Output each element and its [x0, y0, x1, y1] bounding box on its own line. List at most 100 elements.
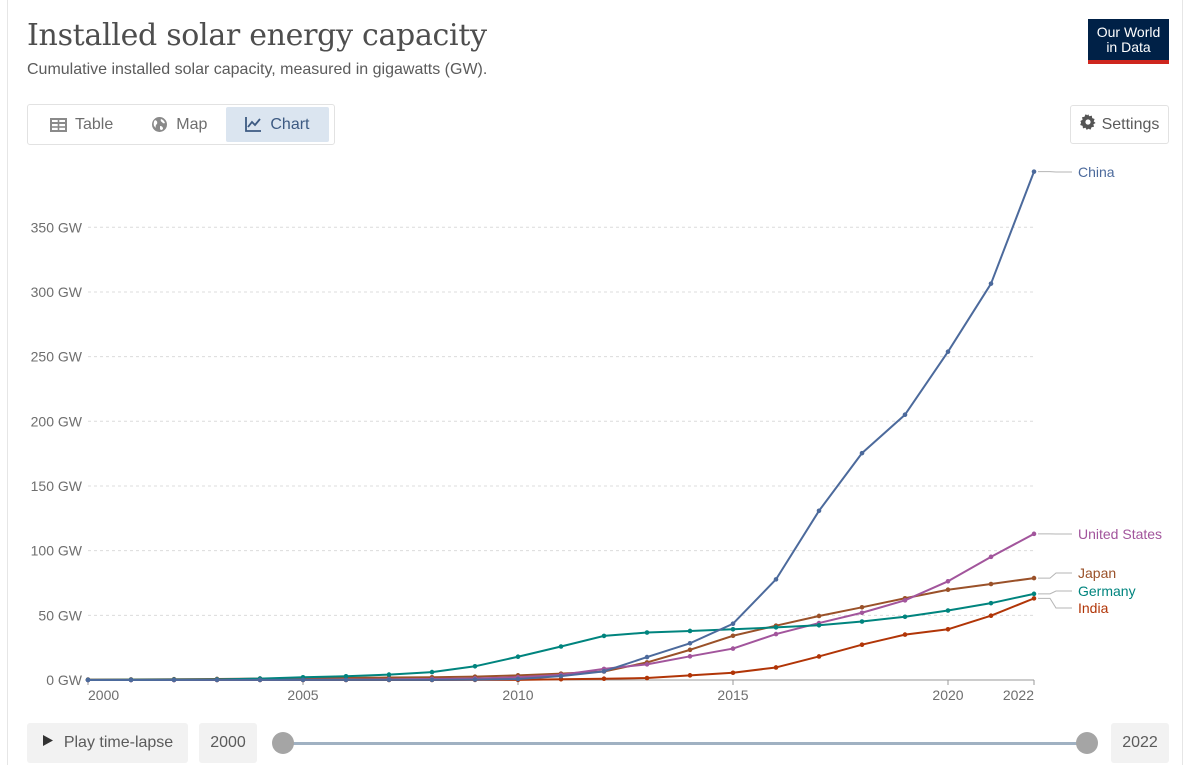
data-point-united-states — [988, 554, 994, 560]
y-tick-label: 50 GW — [38, 607, 82, 623]
x-tick-label: 2022 — [1003, 687, 1034, 703]
data-point-united-states — [773, 631, 779, 637]
label-connector-japan — [1038, 572, 1072, 579]
line-chart-icon — [245, 117, 262, 132]
timeline-start-handle[interactable] — [272, 732, 294, 754]
data-point-china — [859, 450, 865, 456]
play-timelapse-label: Play time-lapse — [63, 734, 174, 751]
y-tick-label: 0 GW — [46, 672, 83, 688]
series-line-japan — [87, 577, 1035, 681]
data-point-germany — [1031, 591, 1037, 597]
data-point-united-states — [687, 654, 693, 659]
data-point-united-states — [644, 662, 650, 667]
data-point-china — [601, 669, 607, 674]
data-point-china — [429, 677, 435, 683]
tab-chart-label: Chart — [270, 115, 310, 133]
data-point-china — [816, 508, 822, 514]
settings-label: Settings — [1101, 115, 1160, 133]
data-point-china — [300, 677, 306, 683]
series-line-india — [88, 597, 1035, 681]
data-point-japan — [730, 633, 736, 639]
data-point-united-states — [1031, 531, 1037, 537]
start-year-button[interactable]: 2000 — [199, 723, 257, 763]
data-point-china — [85, 677, 91, 683]
play-icon — [42, 734, 54, 752]
data-point-japan — [816, 613, 822, 619]
y-tick-label: 300 GW — [31, 284, 83, 300]
data-point-india — [859, 642, 865, 647]
data-point-germany — [730, 626, 736, 632]
tab-table[interactable]: Table — [31, 107, 132, 142]
series-label-china: China — [1078, 164, 1115, 180]
data-point-germany — [601, 633, 607, 639]
label-connector-india — [1038, 597, 1072, 609]
x-tick-label: 2005 — [287, 687, 318, 703]
x-tick-label: 2010 — [502, 687, 533, 703]
series-line-united-states — [87, 532, 1035, 681]
data-point-china — [730, 621, 736, 627]
series-label-japan: Japan — [1078, 565, 1116, 581]
data-point-china — [773, 577, 779, 582]
data-point-united-states — [902, 598, 908, 603]
timeline-slider-track[interactable] — [283, 742, 1087, 745]
end-year-button[interactable]: 2022 — [1111, 723, 1169, 763]
data-point-china — [515, 676, 521, 682]
tab-map[interactable]: Map — [132, 107, 226, 142]
owid-logo[interactable]: Our World in Data — [1088, 19, 1169, 64]
data-point-china — [988, 281, 994, 286]
data-point-japan — [945, 587, 951, 593]
logo-line2: in Data — [1106, 39, 1151, 55]
x-tick-label: 2020 — [932, 687, 963, 703]
data-point-china — [343, 677, 349, 683]
series-label-united-states: United States — [1078, 526, 1162, 542]
y-tick-label: 250 GW — [31, 349, 83, 365]
tab-table-label: Table — [75, 115, 114, 133]
data-point-india — [902, 632, 908, 637]
grid-layer — [88, 226, 1034, 616]
data-point-china — [644, 654, 650, 660]
timeline-end-handle[interactable] — [1076, 732, 1098, 754]
data-point-germany — [343, 673, 349, 679]
data-point-china — [386, 677, 392, 683]
x-tick-label: 2000 — [88, 687, 119, 703]
data-point-china — [945, 349, 951, 355]
data-point-china — [687, 640, 693, 646]
tab-map-label: Map — [176, 115, 208, 133]
data-point-india — [730, 670, 736, 676]
series-layer — [85, 169, 1037, 683]
data-point-germany — [687, 628, 693, 634]
y-tick-label: 150 GW — [31, 478, 83, 494]
data-point-germany — [429, 669, 435, 675]
data-point-germany — [386, 672, 392, 677]
play-timelapse-button[interactable]: Play time-lapse — [27, 723, 188, 763]
gear-icon — [1079, 114, 1096, 135]
data-point-germany — [515, 654, 521, 660]
label-connector-germany — [1038, 590, 1072, 595]
data-point-japan — [859, 605, 865, 610]
data-point-japan — [687, 647, 693, 653]
data-point-china — [214, 677, 220, 683]
data-point-china — [171, 677, 177, 683]
table-icon — [50, 117, 67, 132]
data-point-china — [1031, 169, 1037, 174]
data-point-germany — [859, 619, 865, 624]
data-point-china — [128, 677, 134, 683]
data-point-germany — [816, 622, 822, 628]
data-point-china — [257, 677, 263, 683]
data-point-india — [816, 654, 822, 659]
data-point-japan — [1031, 575, 1037, 581]
data-point-china — [472, 677, 478, 682]
data-point-germany — [773, 625, 779, 630]
tab-chart[interactable]: Chart — [226, 107, 329, 142]
data-point-japan — [988, 581, 994, 587]
series-label-india: India — [1078, 600, 1109, 616]
settings-button[interactable]: Settings — [1070, 105, 1169, 144]
page-subtitle: Cumulative installed solar capacity, mea… — [27, 61, 488, 78]
data-point-germany — [902, 614, 908, 620]
data-point-germany — [558, 644, 564, 649]
x-tick-label: 2015 — [717, 687, 748, 703]
data-point-germany — [472, 663, 478, 669]
data-point-united-states — [730, 646, 736, 651]
